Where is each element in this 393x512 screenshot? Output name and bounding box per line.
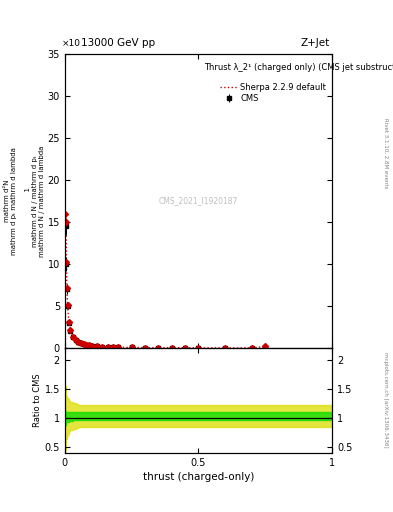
Sherpa 2.2.9 default <box>79 340 83 346</box>
Sherpa 2.2.9 default <box>95 343 99 349</box>
Sherpa 2.2.9 default <box>89 343 94 349</box>
Text: CMS_2021_I1920187: CMS_2021_I1920187 <box>159 197 238 205</box>
Text: ×10: ×10 <box>62 39 81 48</box>
Text: Thrust λ_2¹ (charged only) (CMS jet substructure): Thrust λ_2¹ (charged only) (CMS jet subs… <box>204 62 393 72</box>
X-axis label: thrust (charged-only): thrust (charged-only) <box>143 472 254 482</box>
Sherpa 2.2.9 default <box>105 344 110 350</box>
Sherpa 2.2.9 default <box>68 327 73 333</box>
Text: Z+Jet: Z+Jet <box>300 38 329 48</box>
Sherpa 2.2.9 default <box>156 345 161 351</box>
Sherpa 2.2.9 default <box>143 345 147 351</box>
Sherpa 2.2.9 default <box>223 345 228 351</box>
Sherpa 2.2.9 default <box>116 344 121 350</box>
Sherpa 2.2.9 default <box>110 344 115 350</box>
Text: 13000 GeV pp: 13000 GeV pp <box>81 38 155 48</box>
Legend: Sherpa 2.2.9 default, CMS: Sherpa 2.2.9 default, CMS <box>219 81 328 104</box>
Sherpa 2.2.9 default <box>64 259 69 265</box>
Sherpa 2.2.9 default <box>86 342 91 348</box>
Sherpa 2.2.9 default <box>70 334 75 340</box>
Y-axis label: Ratio to CMS: Ratio to CMS <box>33 374 42 428</box>
Sherpa 2.2.9 default <box>66 319 71 325</box>
Text: Rivet 3.1.10, 2.8M events: Rivet 3.1.10, 2.8M events <box>383 118 388 189</box>
Sherpa 2.2.9 default <box>65 302 70 308</box>
Sherpa 2.2.9 default <box>76 339 81 345</box>
Y-axis label: mathrm d²N
mathrm d pₜ mathrm d lambda

          1
mathrm d N / mathrm d pₜ
mat: mathrm d²N mathrm d pₜ mathrm d lambda 1… <box>4 145 45 257</box>
Sherpa 2.2.9 default <box>64 219 68 225</box>
Sherpa 2.2.9 default <box>263 344 268 350</box>
Sherpa 2.2.9 default <box>250 345 254 351</box>
Sherpa 2.2.9 default <box>84 342 88 348</box>
Sherpa 2.2.9 default <box>73 337 78 343</box>
Sherpa 2.2.9 default <box>81 341 86 347</box>
Line: Sherpa 2.2.9 default: Sherpa 2.2.9 default <box>65 214 265 348</box>
Sherpa 2.2.9 default <box>64 285 69 291</box>
Sherpa 2.2.9 default <box>183 345 187 351</box>
Sherpa 2.2.9 default <box>100 344 105 350</box>
Sherpa 2.2.9 default <box>169 345 174 351</box>
Text: mcplots.cern.ch [arXiv:1306.3436]: mcplots.cern.ch [arXiv:1306.3436] <box>383 352 388 447</box>
Sherpa 2.2.9 default <box>129 345 134 351</box>
Sherpa 2.2.9 default <box>196 345 201 351</box>
Sherpa 2.2.9 default <box>63 210 68 217</box>
